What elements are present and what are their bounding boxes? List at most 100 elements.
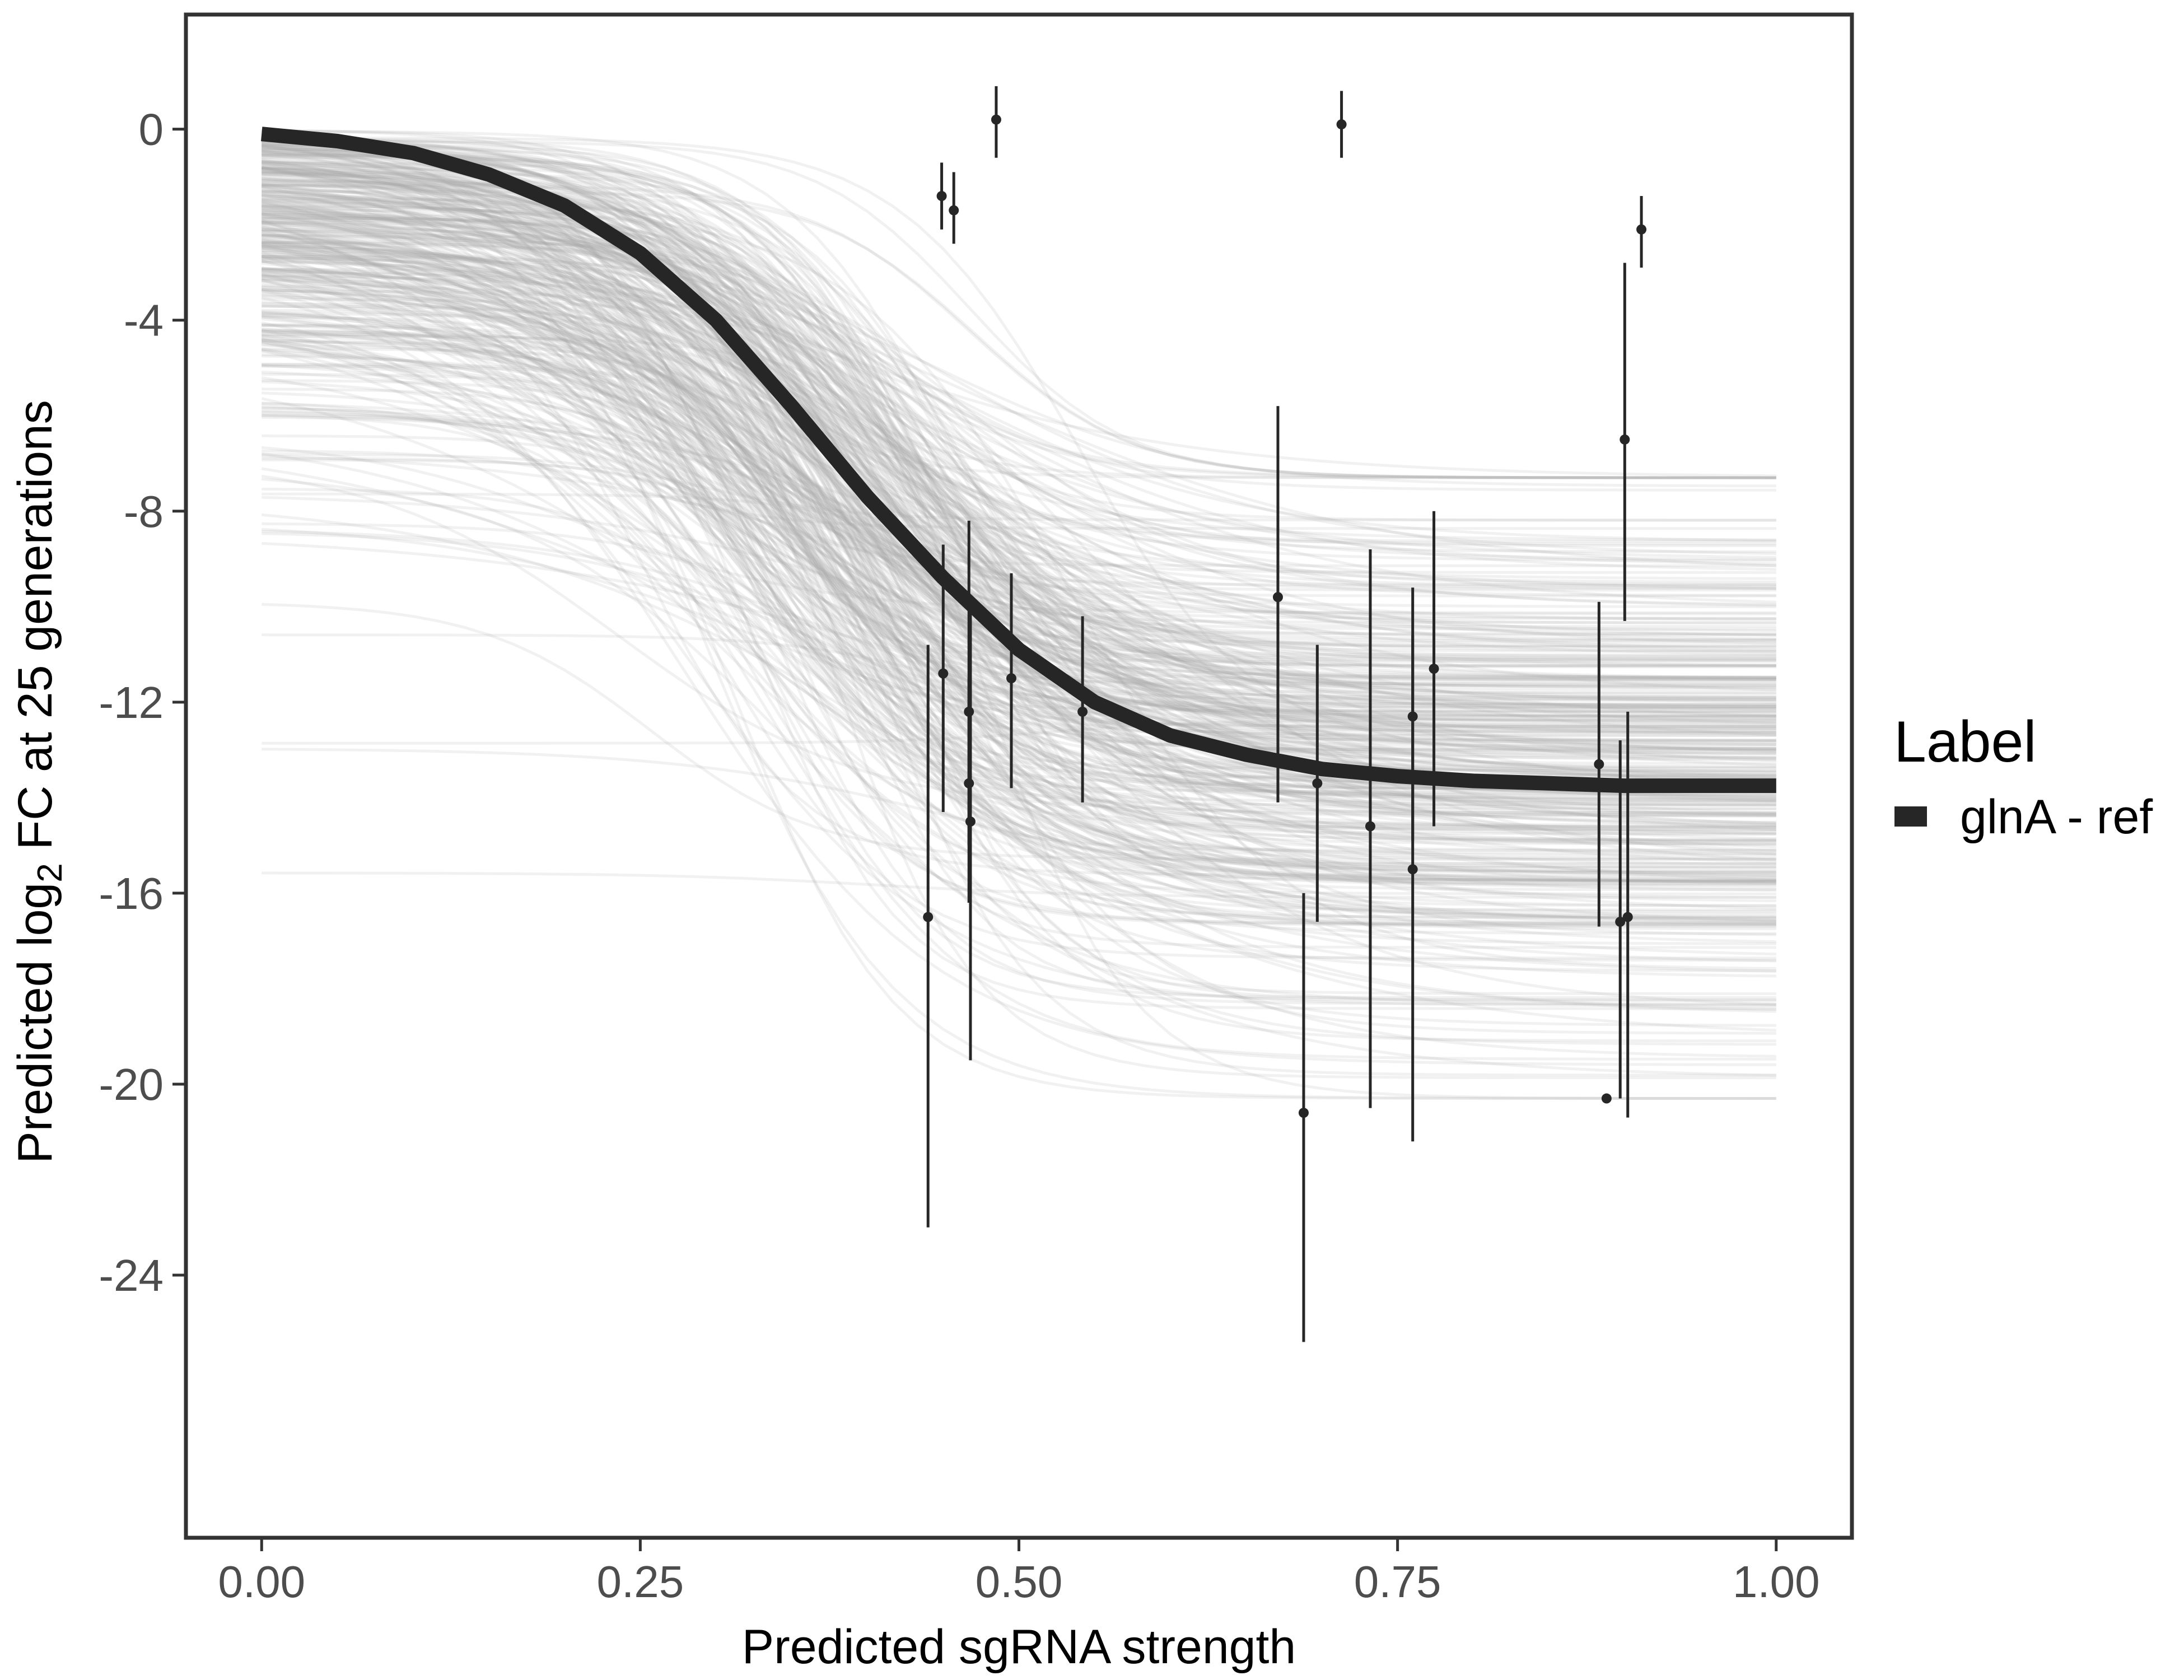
posterior-draw-line (262, 302, 1776, 543)
posterior-draw-line (262, 222, 1776, 918)
posterior-draw-line (262, 748, 1776, 889)
data-point (1594, 759, 1604, 769)
posterior-draw-line (261, 193, 1776, 779)
posterior-draw-line (262, 255, 1776, 667)
posterior-draw-line (262, 413, 1776, 656)
posterior-draw-line (262, 177, 1776, 699)
posterior-draw-line (261, 269, 1776, 963)
posterior-draw-line (262, 241, 1776, 645)
posterior-draw-line (262, 140, 1776, 712)
posterior-draw-line (262, 449, 1776, 530)
posterior-draw-line (262, 216, 1776, 660)
posterior-draw-line (262, 372, 1776, 995)
posterior-draw-line (262, 139, 1776, 881)
posterior-draw-line (262, 286, 1776, 861)
posterior-draw-line (262, 330, 1776, 878)
y-tick-label: -16 (99, 869, 164, 918)
posterior-draw-line (262, 267, 1776, 571)
posterior-draw-line (261, 296, 1776, 1066)
posterior-draw-line (262, 165, 1776, 721)
posterior-draw-line (261, 277, 1776, 734)
posterior-draw-line (262, 220, 1776, 1077)
posterior-draw-line (262, 309, 1776, 870)
posterior-draw-line (262, 167, 1776, 561)
posterior-draw-line (261, 181, 1776, 873)
posterior-draw-line (262, 147, 1776, 689)
posterior-draw-line (262, 282, 1776, 827)
posterior-draw-line (262, 175, 1776, 926)
posterior-draw-line (261, 166, 1776, 478)
posterior-draw-line (261, 161, 1776, 921)
posterior-draw-line (261, 201, 1776, 590)
posterior-draw-line (262, 141, 1776, 699)
posterior-draw-line (262, 212, 1776, 542)
posterior-draw-line (262, 144, 1776, 750)
posterior-draw-line (262, 140, 1776, 479)
posterior-draw-line (262, 240, 1776, 799)
data-point (1336, 119, 1347, 130)
posterior-draw-line (262, 198, 1776, 479)
posterior-draw-line (262, 221, 1776, 927)
posterior-draw-line (262, 333, 1776, 841)
posterior-draw-line (262, 155, 1776, 698)
posterior-draw-line (262, 147, 1776, 842)
posterior-draw-line (262, 288, 1776, 689)
posterior-draw-line (262, 184, 1776, 717)
posterior-draw-line (262, 166, 1776, 892)
posterior-draw-line (261, 204, 1776, 730)
posterior-draw-line (262, 268, 1776, 872)
posterior-draw-line (262, 458, 1776, 828)
posterior-draw-line (261, 342, 1776, 753)
posterior-draw-line (262, 152, 1776, 1002)
posterior-draw-line (262, 177, 1776, 831)
posterior-draw-line (262, 454, 1776, 667)
posterior-draw-line (261, 249, 1776, 1011)
posterior-draw-line (262, 197, 1776, 852)
posterior-draw-line (262, 274, 1776, 936)
posterior-draw-line (262, 402, 1776, 679)
posterior-draw-line (262, 329, 1776, 816)
posterior-draw-line (262, 216, 1776, 547)
posterior-draw-line (262, 315, 1776, 804)
posterior-draw-line (261, 166, 1776, 878)
posterior-draw-line (262, 312, 1776, 668)
posterior-draw-line (262, 279, 1776, 743)
posterior-draw-line (262, 149, 1776, 662)
x-tick-label: 1.00 (1733, 1557, 1820, 1607)
posterior-draw-line (261, 244, 1776, 753)
data-point (1077, 706, 1088, 717)
posterior-draw-line (262, 633, 1776, 732)
posterior-draw-line (262, 234, 1776, 701)
posterior-draw-line (262, 323, 1776, 925)
posterior-draw-line (262, 201, 1776, 916)
posterior-draw-line (262, 172, 1776, 713)
posterior-draw-line (262, 235, 1776, 636)
posterior-draw-line (261, 212, 1776, 559)
posterior-draw-line (261, 193, 1776, 706)
posterior-draw-line (262, 133, 1776, 902)
posterior-draw-line (262, 250, 1776, 824)
posterior-draw-line (262, 324, 1776, 687)
y-tick-label: 0 (139, 105, 164, 155)
posterior-draw-line (262, 190, 1776, 606)
legend-key-glnA-ref (1894, 806, 1927, 827)
posterior-draw-line (262, 332, 1776, 702)
data-point (1620, 434, 1630, 445)
posterior-draw-line (261, 203, 1776, 769)
posterior-draw-line (262, 137, 1776, 734)
posterior-draw-line (261, 177, 1776, 767)
posterior-draw-line (262, 267, 1776, 777)
posterior-draw-line (262, 304, 1776, 1100)
y-tick-label: -24 (99, 1250, 164, 1300)
posterior-draw-line (262, 140, 1776, 810)
posterior-draw-line (262, 208, 1776, 567)
posterior-draw-line (262, 241, 1776, 818)
posterior-draw-line (262, 204, 1776, 785)
data-point (938, 668, 949, 679)
posterior-draw-line (262, 284, 1776, 912)
posterior-draw-line (262, 452, 1776, 522)
posterior-draw-line (262, 196, 1776, 724)
posterior-draw-line (262, 242, 1776, 824)
